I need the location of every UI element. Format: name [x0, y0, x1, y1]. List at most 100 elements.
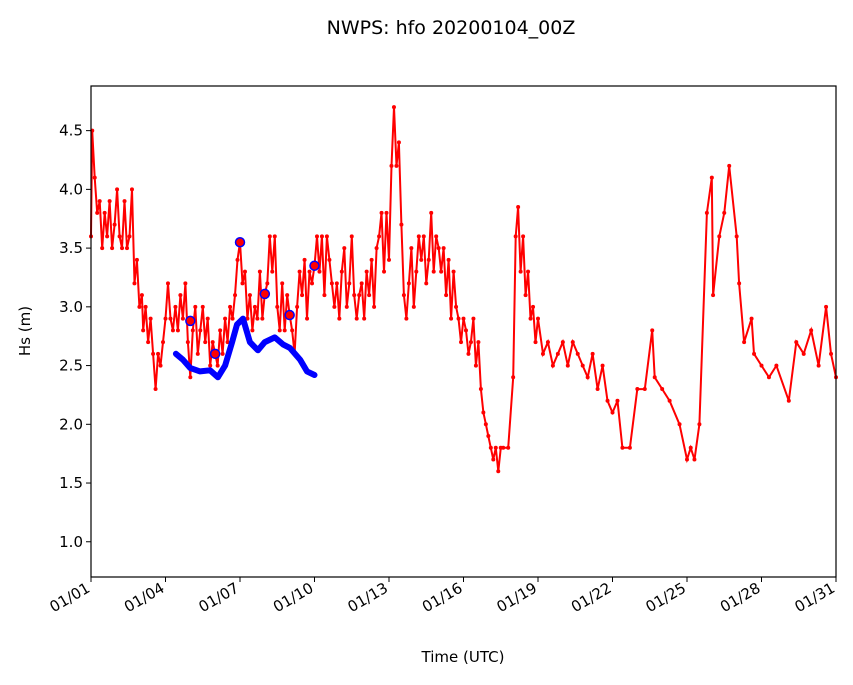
data-point-observed [322, 293, 327, 298]
data-point-observed [205, 316, 210, 321]
data-point-observed [481, 410, 486, 415]
y-tick-label: 4.5 [59, 122, 83, 140]
ticks: 01/01 01/04 01/07 01/10 01/13 01/16 01/19 01/22… [47, 122, 838, 616]
data-point-observed [255, 316, 260, 321]
data-point-observed [590, 351, 595, 356]
data-point-observed [247, 293, 252, 298]
data-point-observed [454, 304, 459, 309]
x-tick-label: 01/22 [568, 579, 614, 616]
data-point-observed [295, 304, 300, 309]
data-point-observed [364, 269, 369, 274]
data-point-observed [332, 304, 337, 309]
data-point-observed [667, 398, 672, 403]
data-point-observed [95, 210, 100, 215]
data-point-model-markers [259, 288, 271, 300]
data-point-observed [521, 234, 526, 239]
data-point-observed [125, 246, 130, 251]
data-point-observed [786, 398, 791, 403]
data-point-observed [461, 316, 466, 321]
data-point-observed [377, 234, 382, 239]
data-point-observed [704, 210, 709, 215]
y-tick-label: 1.5 [59, 474, 83, 492]
x-tick-label: 01/01 [47, 579, 93, 616]
data-point-observed [102, 210, 107, 215]
data-point-observed [451, 269, 456, 274]
data-point-observed [595, 387, 600, 392]
data-point-observed [257, 269, 262, 274]
data-point-observed [620, 445, 625, 450]
data-point-observed [421, 234, 426, 239]
data-point-observed [285, 293, 290, 298]
data-point-observed [580, 363, 585, 368]
data-point-observed [496, 469, 501, 474]
data-point-observed [156, 351, 161, 356]
data-point-observed [282, 328, 287, 333]
data-point-observed [233, 293, 238, 298]
data-point-observed [419, 257, 424, 262]
data-point-observed [478, 387, 483, 392]
y-tick-label: 3.0 [59, 298, 83, 316]
data-point-observed [208, 363, 213, 368]
data-point-observed [307, 269, 312, 274]
data-point-observed [329, 281, 334, 286]
data-point-observed [120, 246, 125, 251]
data-point-observed [362, 316, 367, 321]
data-point-observed [139, 293, 144, 298]
data-point-model-markers [309, 260, 320, 271]
data-point-observed [774, 363, 779, 368]
data-point-observed [794, 340, 799, 345]
data-point-observed [369, 257, 374, 262]
data-point-observed [117, 234, 122, 239]
data-point-observed [297, 269, 302, 274]
x-tick-label: 01/04 [121, 579, 167, 616]
data-point-observed [471, 316, 476, 321]
data-point-observed [697, 422, 702, 427]
data-point-observed [650, 328, 655, 333]
data-point-model-markers [185, 315, 196, 327]
data-point-observed [441, 246, 446, 251]
data-point-observed [506, 445, 511, 450]
data-point-observed [110, 246, 115, 251]
series-line-model [172, 315, 318, 381]
data-point-observed [491, 457, 496, 462]
data-point-observed [660, 387, 665, 392]
data-point-observed [615, 398, 620, 403]
data-point-observed [215, 363, 220, 368]
data-point-observed [354, 316, 359, 321]
data-point-observed [399, 222, 404, 227]
data-point-observed [610, 410, 615, 415]
data-point-observed [411, 304, 416, 309]
data-point-observed [717, 234, 722, 239]
data-point-observed [200, 304, 205, 309]
data-point-observed [163, 316, 168, 321]
data-point-observed [829, 351, 834, 356]
data-point-observed [115, 187, 120, 192]
data-point-observed [585, 375, 590, 380]
data-point-observed [267, 234, 272, 239]
data-point-observed [711, 293, 716, 298]
data-point-observed [550, 363, 555, 368]
data-point-observed [107, 199, 112, 204]
data-point-observed [359, 281, 364, 286]
x-axis-label: Time (UTC) [421, 648, 505, 666]
data-point-observed [685, 457, 689, 462]
data-point-observed [387, 257, 391, 262]
data-point-observed [235, 257, 240, 262]
data-point-observed [270, 269, 275, 274]
data-point-observed [468, 340, 473, 345]
data-point-observed [305, 316, 310, 321]
x-tick-label: 01/31 [792, 579, 838, 616]
data-point-observed [824, 304, 829, 309]
data-point-observed [483, 422, 488, 427]
data-point-observed [324, 234, 329, 239]
x-tick-label: 01/19 [494, 579, 540, 616]
data-point-observed [401, 293, 406, 298]
data-point-model-markers [209, 348, 221, 360]
data-point-observed [627, 445, 632, 450]
data-point-observed [327, 257, 332, 262]
data-point-observed [168, 316, 173, 321]
data-point-observed [193, 304, 198, 309]
data-point-observed [501, 445, 506, 450]
data-point-observed [175, 328, 180, 333]
